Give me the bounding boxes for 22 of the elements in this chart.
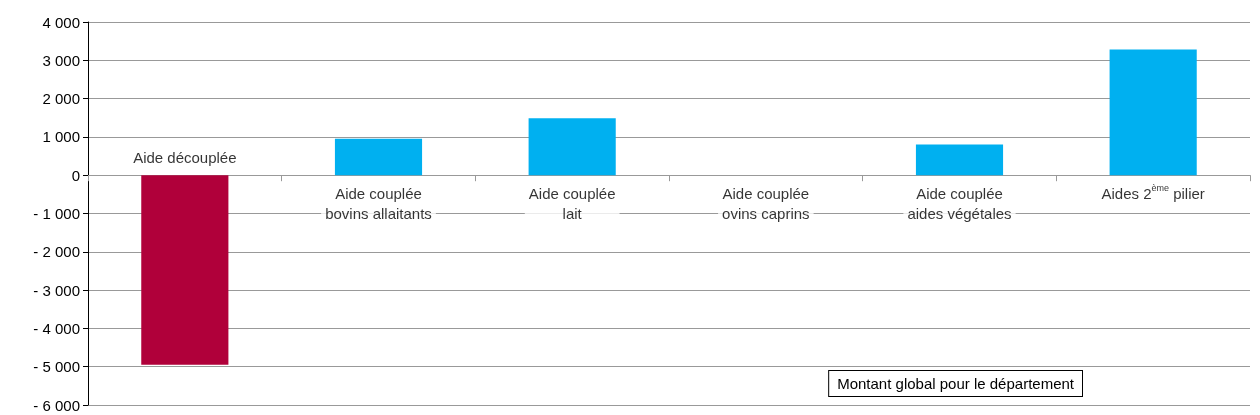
x-tick-label: Aide couplée ovins caprins [722,184,810,222]
x-tick-label: Aide couplée aides végétales [907,184,1012,222]
y-tick-label: 2 000 [42,90,80,108]
bar [141,175,229,365]
x-tick-label: Aide couplée bovins allaitants [325,184,432,222]
annotation: Montant global pour le département [837,375,1075,392]
bar [528,118,616,176]
y-tick-label: - 2 000 [33,243,80,261]
y-tick-label: 0 [71,166,80,184]
y-tick-label: 3 000 [42,51,80,69]
y-tick-label: - 1 000 [33,205,80,222]
y-tick-label: - 4 000 [33,319,80,337]
y-tick-label: - 3 000 [33,281,80,299]
bar [915,144,1004,176]
y-tick-label: - 5 000 [33,358,80,376]
x-tick-label: Aide couplée lait [528,184,616,222]
y-tick-label: 4 000 [42,13,80,31]
bar [334,138,423,176]
bar [1109,49,1197,176]
x-tick-label: Aide découplée [133,148,237,166]
y-tick-label: 1 000 [42,128,80,146]
y-tick-label: - 6 000 [33,396,80,414]
